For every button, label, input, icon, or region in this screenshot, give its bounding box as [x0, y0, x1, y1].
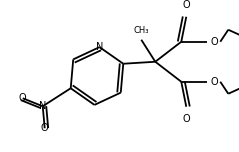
Text: O: O [182, 114, 190, 124]
Text: N: N [96, 42, 103, 52]
Text: O: O [19, 93, 27, 103]
Text: O: O [41, 123, 49, 133]
Text: CH₃: CH₃ [134, 26, 149, 35]
Text: O: O [182, 0, 190, 10]
Text: O: O [211, 77, 218, 87]
Text: N: N [39, 101, 46, 111]
Text: O: O [211, 37, 218, 47]
